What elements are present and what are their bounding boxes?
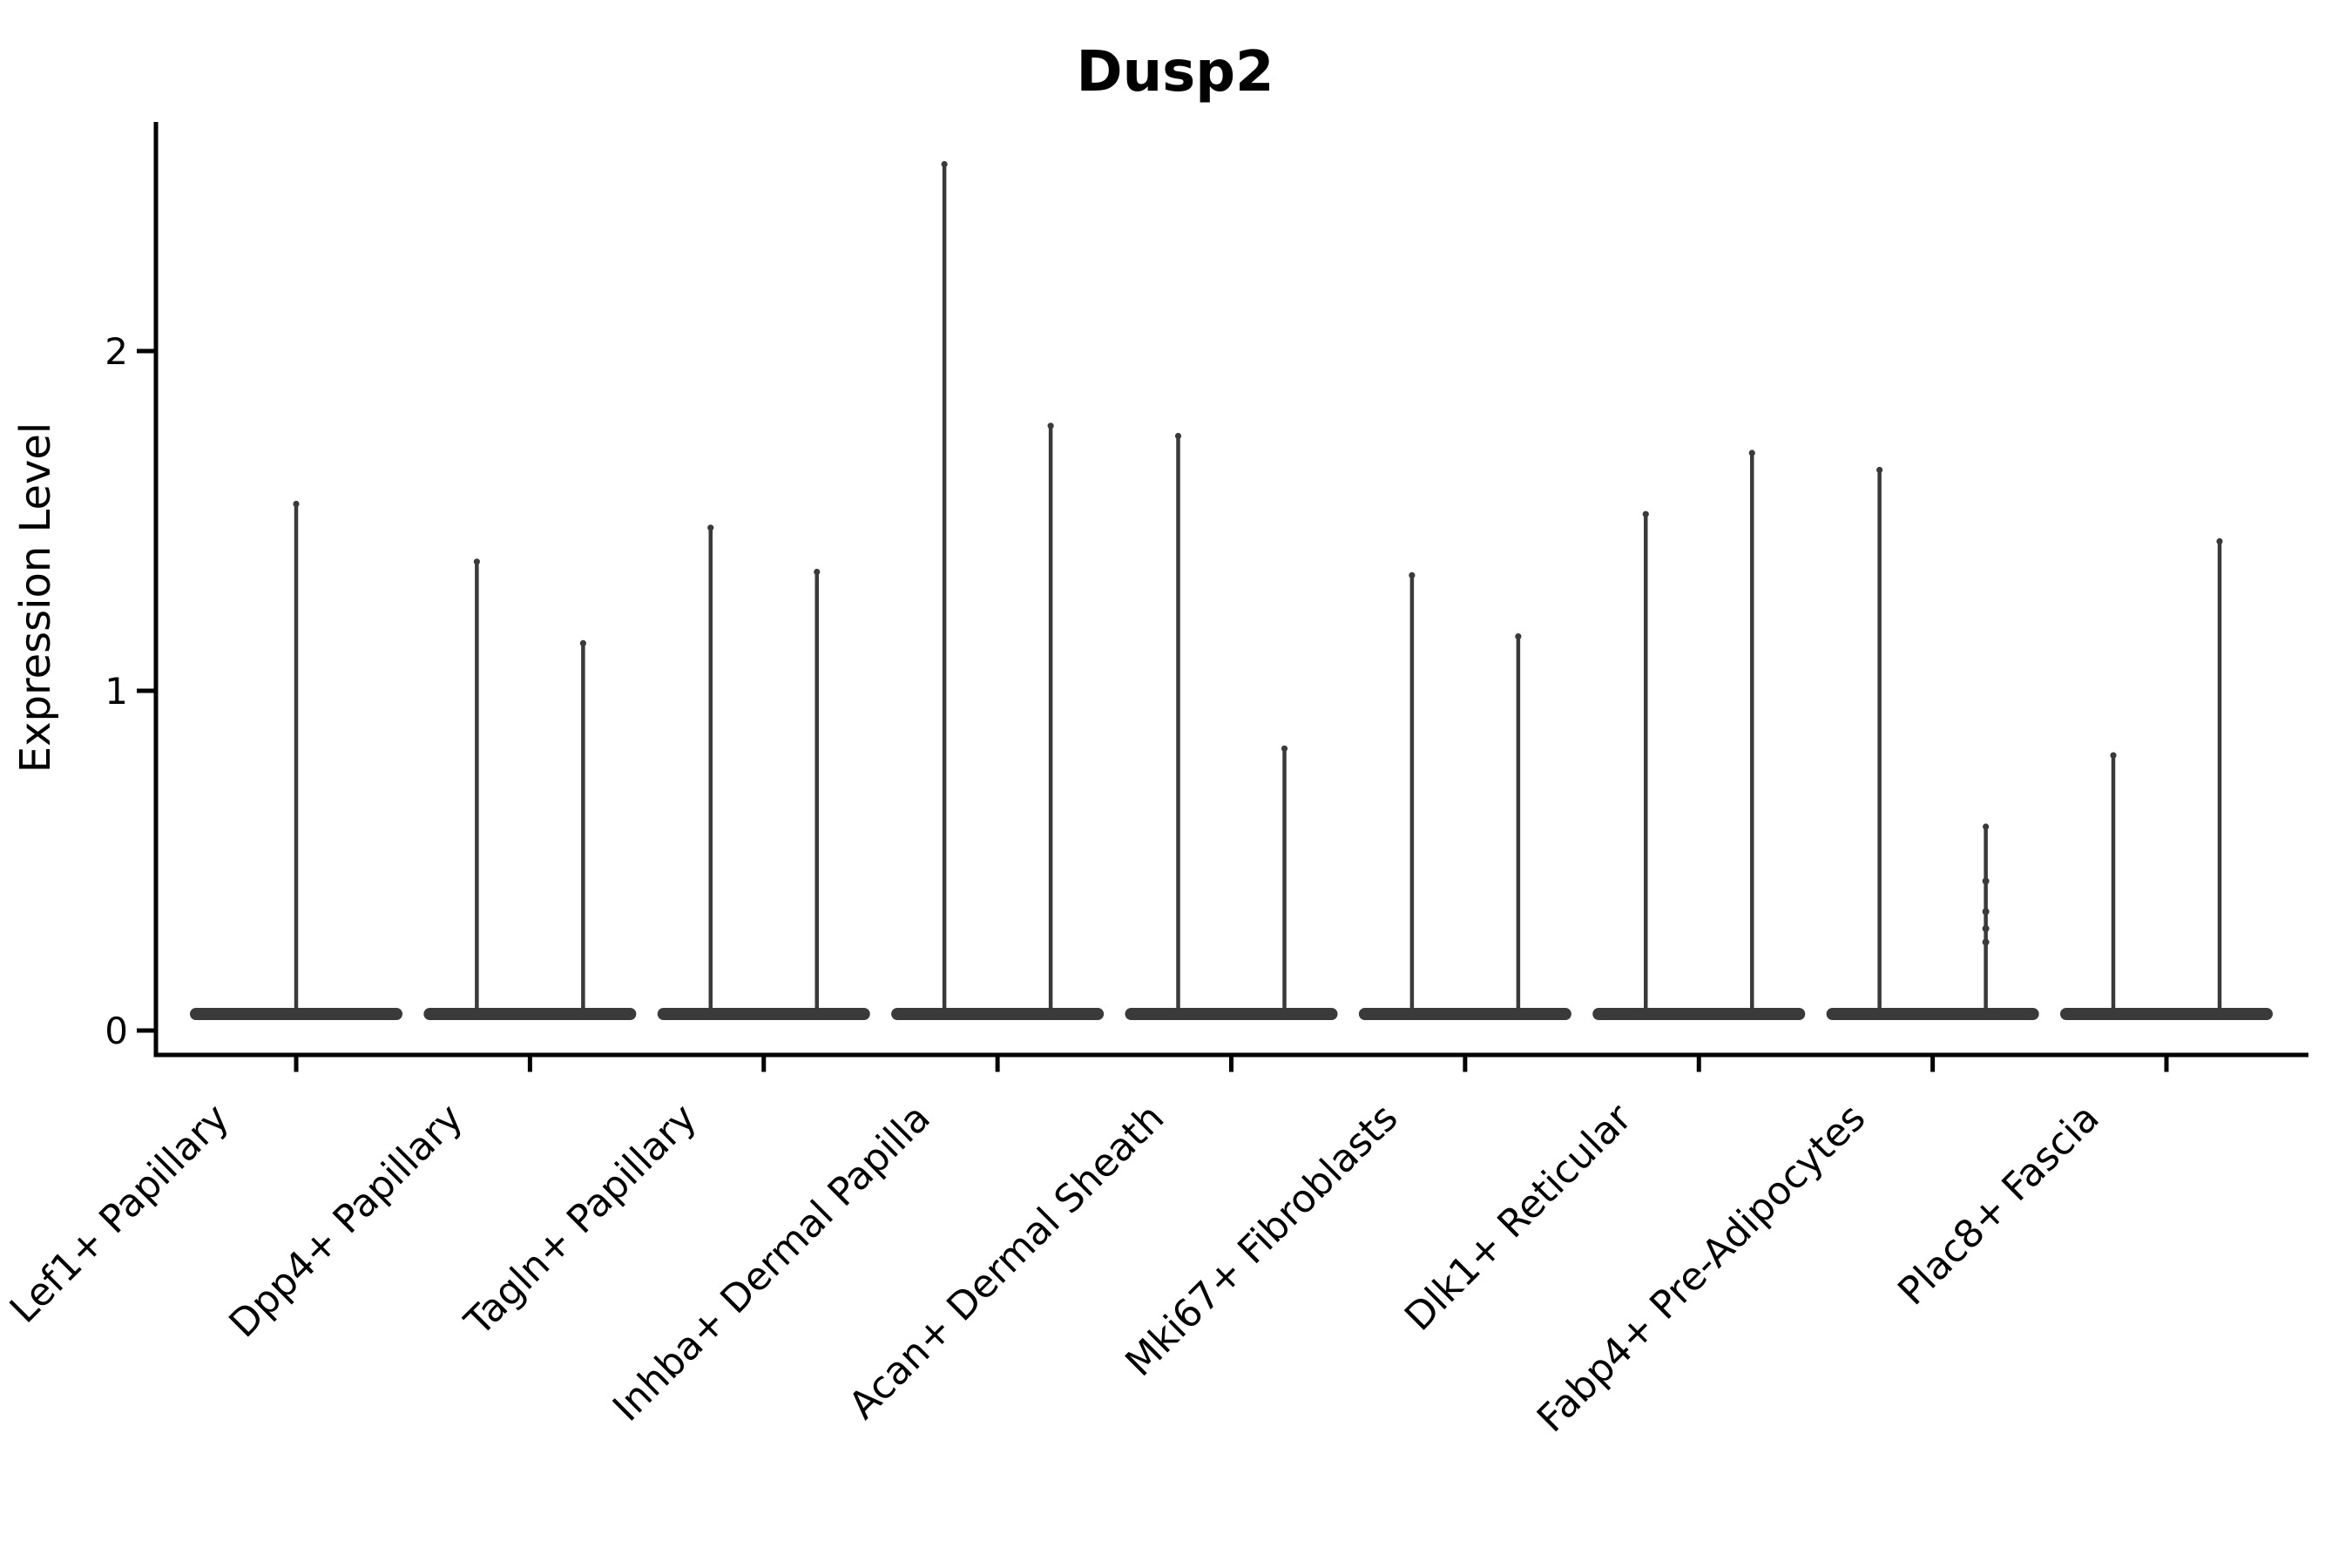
needle-cap	[1983, 823, 1990, 830]
violin-base	[657, 1008, 870, 1020]
needle-cap	[1047, 422, 1054, 429]
x-tick-label: Tagln+ Papillary	[456, 1096, 705, 1345]
expression-point	[1982, 877, 1990, 885]
y-axis-label: Expression Level	[11, 422, 60, 774]
violin-base	[1826, 1008, 2039, 1020]
violin-base	[1358, 1008, 1571, 1020]
violin-base	[1125, 1008, 1338, 1020]
needle-cap	[1748, 449, 1755, 456]
y-tick-label: 2	[105, 330, 128, 373]
violin-base	[1592, 1008, 1806, 1020]
x-tick-label: Lef1+ Papillary	[2, 1096, 238, 1332]
violin-base	[423, 1008, 637, 1020]
needle-cap	[293, 500, 300, 508]
x-tick-label: Dpp4+ Papillary	[220, 1096, 471, 1347]
needle-cap	[1409, 571, 1416, 579]
y-tick-label: 0	[105, 1010, 128, 1052]
violin-base	[2060, 1008, 2273, 1020]
needle-cap	[814, 568, 821, 576]
chart-title: Dusp2	[1076, 40, 1274, 105]
needle-cap	[941, 160, 948, 168]
expression-point	[1982, 938, 1990, 946]
needle-cap	[1876, 466, 1883, 474]
needle-cap	[1174, 432, 1182, 440]
needle-cap	[473, 558, 480, 565]
expression-point	[1982, 925, 1990, 932]
x-tick-label: Plac8+ Fascia	[1889, 1096, 2108, 1315]
needle-cap	[1281, 745, 1288, 752]
x-tick-label: Dlk1+ Reticular	[1396, 1095, 1641, 1340]
needle-cap	[707, 524, 714, 531]
violin-base	[891, 1008, 1105, 1020]
needle-cap	[2110, 752, 2117, 759]
needle-cap	[1515, 633, 1522, 640]
y-tick-label: 1	[105, 670, 128, 713]
expression-point	[1982, 908, 1990, 916]
needle-cap	[2216, 537, 2223, 545]
needle-cap	[579, 639, 586, 647]
needle-cap	[1642, 510, 1649, 517]
